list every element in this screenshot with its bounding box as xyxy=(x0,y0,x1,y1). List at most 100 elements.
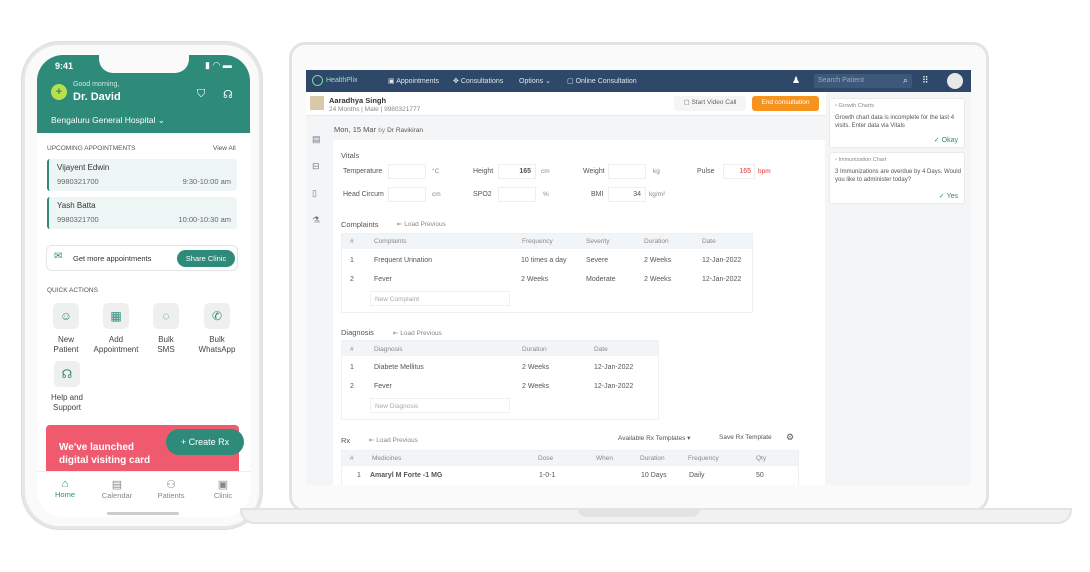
nav-appointments[interactable]: ▣ Appointments xyxy=(388,78,439,85)
clipboard-icon[interactable]: ▯ xyxy=(312,188,317,198)
new-complaint-input[interactable]: New Complaint xyxy=(370,291,510,306)
bottom-tab-bar: ⌂ Home ▤ Calendar ⚇ Patients ▣ Clinic xyxy=(37,471,250,517)
logo-icon: + xyxy=(51,84,67,100)
yes-button[interactable]: ✓ Yes xyxy=(938,193,958,200)
alert-text: 3 Immunizations are overdue by 4 Days. W… xyxy=(835,169,961,183)
share-clinic-button[interactable]: Share Clinic xyxy=(177,250,235,267)
vital-label: Temperature xyxy=(343,168,383,175)
whatsapp-icon: ✆ xyxy=(204,303,230,329)
patient-header: Aaradhya Singh 24 Months | Male | 998032… xyxy=(306,92,826,116)
appointment-card[interactable]: Vijayent Edwin 9980321700 9:30-10:00 am xyxy=(47,159,237,191)
search-input[interactable]: Search Patient ⌕ xyxy=(814,74,912,88)
banner-line: digital visiting card xyxy=(59,455,151,466)
vital-label: Weight xyxy=(583,168,605,175)
quick-action-bulk-sms[interactable]: ◌ xyxy=(153,303,179,329)
medicine-icon[interactable]: ⊟ xyxy=(312,161,320,171)
hospital-selector[interactable]: Bengaluru General Hospital ⌄ xyxy=(51,115,165,125)
height-input[interactable]: 165 xyxy=(498,164,536,179)
status-time: 9:41 xyxy=(55,61,74,71)
qa-label: Bulk WhatsApp xyxy=(198,335,236,354)
settings-gear-icon[interactable]: ⚙ xyxy=(786,432,795,442)
appt-name: Yash Batta xyxy=(57,201,96,210)
banner-line: We've launched xyxy=(59,442,134,453)
patient-photo xyxy=(310,96,324,110)
chat-icon: ◌ xyxy=(153,303,179,329)
vital-label: Head Circum xyxy=(343,191,384,198)
phone-screen: 9:41 ▮ ◠ ▬ + Good morning, Dr. David ⛉ ☊… xyxy=(37,55,250,517)
quick-action-add-appointment[interactable]: ▦ xyxy=(103,303,129,329)
complaints-table: # Complaints Frequency Severity Duration… xyxy=(341,233,753,313)
clinic-icon: ▣ xyxy=(217,479,229,491)
new-diagnosis-input[interactable]: New Diagnosis xyxy=(370,398,510,413)
pulse-input[interactable]: 165 xyxy=(723,164,755,179)
qa-label: Add Appointment xyxy=(93,335,139,354)
doctor-name: Dr. David xyxy=(73,91,121,103)
growth-chart-alert: ▫ Growth Charts Growth chart data is inc… xyxy=(829,98,965,148)
apps-grid-icon[interactable]: ⠿ xyxy=(922,75,929,85)
appt-phone: 9980321700 xyxy=(57,177,99,186)
headset-icon[interactable]: ☊ xyxy=(223,89,233,101)
tab-clinic[interactable]: ▣ Clinic xyxy=(205,478,241,500)
load-previous-diagnosis[interactable]: ⇤ Load Previous xyxy=(393,330,442,337)
save-rx-template-button[interactable]: Save Rx Template xyxy=(719,434,772,441)
patient-name: Aaradhya Singh xyxy=(329,96,387,105)
head-circum-input[interactable] xyxy=(388,187,426,202)
okay-button[interactable]: ✓ Okay xyxy=(933,137,958,144)
appointment-card[interactable]: Yash Batta 9980321700 10:00-10:30 am xyxy=(47,197,237,229)
tab-home[interactable]: ⌂ Home xyxy=(47,478,83,499)
home-icon: ⌂ xyxy=(61,478,69,490)
quick-action-help[interactable]: ☊ xyxy=(54,361,80,387)
end-consultation-button[interactable]: End consultation xyxy=(752,96,819,111)
appt-time: 10:00-10:30 am xyxy=(178,215,231,224)
load-previous-rx[interactable]: ⇤ Load Previous xyxy=(369,437,418,444)
quick-actions-title: QUICK ACTIONS xyxy=(47,287,98,294)
upcoming-title: UPCOMING APPOINTMENTS xyxy=(47,145,136,152)
vital-label: SPO2 xyxy=(473,191,492,198)
phone-header: 9:41 ▮ ◠ ▬ + Good morning, Dr. David ⛉ ☊… xyxy=(37,55,250,133)
top-nav: HealthPlix ▣ Appointments ✥ Consultation… xyxy=(306,70,971,92)
brand: HealthPlix xyxy=(326,77,358,84)
phone-notch xyxy=(99,55,189,73)
consultation-form: Vitals Temperature °C Height 165 cm Weig… xyxy=(333,140,825,485)
logo-icon xyxy=(312,75,323,86)
get-more-card: ✉ Get more appointments Share Clinic xyxy=(46,245,238,271)
phone-mockup: 9:41 ▮ ◠ ▬ + Good morning, Dr. David ⛉ ☊… xyxy=(22,42,262,529)
diagnosis-table: # Diagnosis Duration Date 1 Diabete Melli… xyxy=(341,340,659,420)
temperature-input[interactable] xyxy=(388,164,426,179)
microscope-icon[interactable]: ⚗ xyxy=(312,215,321,225)
notes-icon[interactable]: ▤ xyxy=(312,134,321,144)
rx-title: Rx xyxy=(341,436,351,445)
quick-action-bulk-whatsapp[interactable]: ✆ xyxy=(204,303,230,329)
weight-input[interactable] xyxy=(608,164,646,179)
emr-app: HealthPlix ▣ Appointments ✥ Consultation… xyxy=(306,70,971,485)
appt-phone: 9980321700 xyxy=(57,215,99,224)
tab-calendar[interactable]: ▤ Calendar xyxy=(97,478,137,500)
start-video-call-button[interactable]: ▢ Start Video Call xyxy=(674,96,746,111)
nav-consultations[interactable]: ✥ Consultations xyxy=(453,78,504,85)
load-previous-complaints[interactable]: ⇤ Load Previous xyxy=(397,221,446,228)
calendar-add-icon: ▦ xyxy=(103,303,129,329)
quick-action-new-patient[interactable]: ☺ xyxy=(53,303,79,329)
bmi-input[interactable]: 34 xyxy=(608,187,646,202)
immunization-alert: ▫ Immunization Chart 3 Immunizations are… xyxy=(829,152,965,204)
create-rx-button[interactable]: + Create Rx xyxy=(166,429,244,455)
rx-templates-dropdown[interactable]: Available Rx Templates ▾ xyxy=(618,435,691,442)
nav-online-consultation[interactable]: ▢ Online Consultation xyxy=(567,78,637,85)
status-icons: ▮ ◠ ▬ xyxy=(205,60,232,70)
tab-patients[interactable]: ⚇ Patients xyxy=(151,478,191,500)
avatar[interactable] xyxy=(947,73,963,89)
appt-time: 9:30-10:00 am xyxy=(182,177,231,186)
get-more-text: Get more appointments xyxy=(73,254,152,263)
home-indicator xyxy=(107,512,179,515)
shield-icon[interactable]: ⛉ xyxy=(197,88,206,100)
spo2-input[interactable] xyxy=(498,187,536,202)
greeting: Good morning, xyxy=(73,81,120,88)
vital-label: Height xyxy=(473,168,494,175)
visit-date: Mon, 15 Mar by Dr Ravikiran xyxy=(334,125,423,134)
appt-name: Vijayent Edwin xyxy=(57,163,110,172)
view-all-link[interactable]: View All xyxy=(213,145,236,152)
alert-title: ▫ Growth Charts xyxy=(835,103,874,109)
nav-options[interactable]: Options ⌄ xyxy=(519,78,551,85)
qa-label: Bulk SMS xyxy=(157,335,175,354)
user-settings-icon[interactable]: ♟ xyxy=(792,75,801,85)
